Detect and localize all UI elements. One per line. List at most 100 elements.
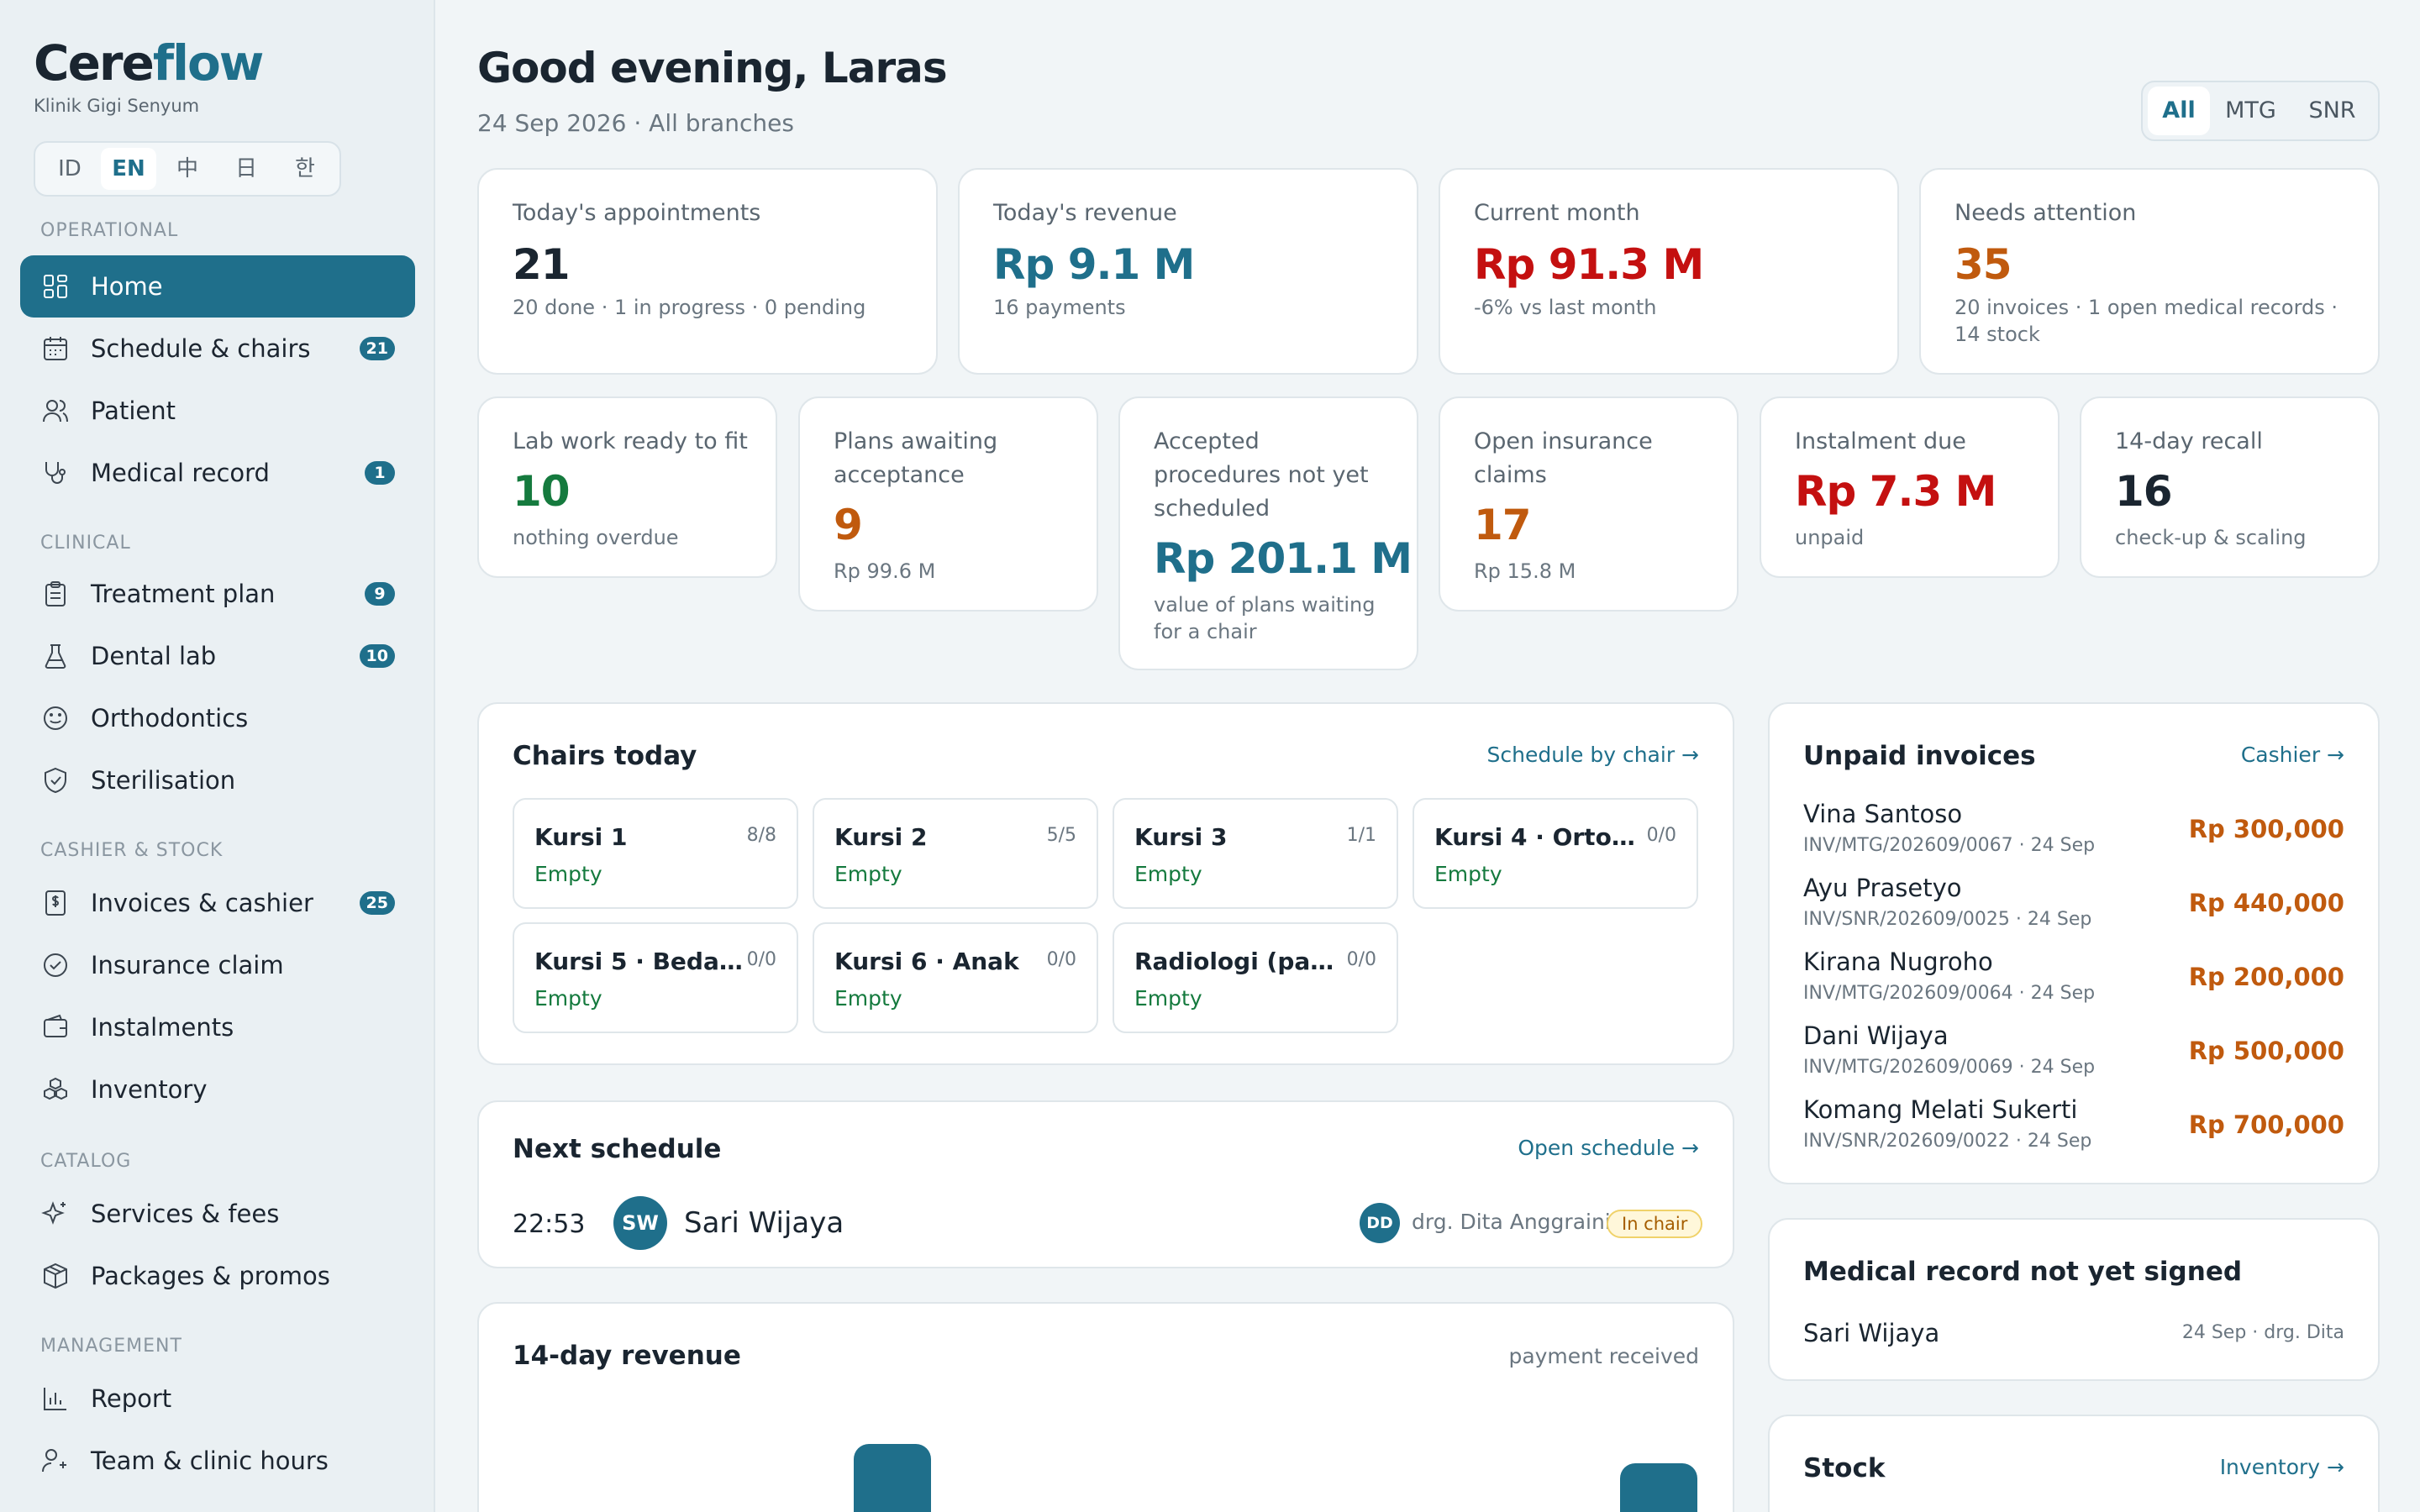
chair-count: 0/0 bbox=[1646, 825, 1676, 846]
invoice-ref: INV/SNR/202609/0025 · 24 Sep bbox=[1803, 909, 2092, 930]
sidebar-item-report[interactable]: Report bbox=[20, 1368, 415, 1430]
stat-card[interactable]: Needs attention 35 20 invoices · 1 open me… bbox=[1919, 168, 2380, 375]
stat-label: Accepted procedures not yet scheduled bbox=[1154, 428, 1369, 522]
stat-card[interactable]: Today's appointments 21 20 done · 1 in pro… bbox=[477, 168, 938, 375]
stat-card[interactable]: 14-day recall 16 check-up & scaling bbox=[2080, 396, 2380, 578]
chair-count: 5/5 bbox=[1046, 825, 1076, 846]
sidebar-item-team-clinic-hours[interactable]: Team & clinic hours bbox=[20, 1430, 415, 1492]
stat-label: Today's appointments bbox=[513, 200, 761, 226]
chair-tile[interactable]: Radiologi (panor...0/0 Empty bbox=[1113, 922, 1398, 1033]
stat-card[interactable]: Lab work ready to fit 10 nothing overdue bbox=[477, 396, 777, 578]
sidebar-item-packages-promos[interactable]: Packages & promos bbox=[20, 1245, 415, 1307]
language-option[interactable]: 中 bbox=[176, 156, 198, 181]
sidebar-item-inventory[interactable]: Inventory bbox=[20, 1058, 415, 1121]
invoice-row[interactable]: Komang Melati Sukerti INV/SNR/202609/0022… bbox=[1803, 1095, 2344, 1163]
branch-option[interactable]: MTG bbox=[2225, 97, 2276, 123]
branch-option[interactable]: SNR bbox=[2308, 97, 2356, 123]
stat-value: 16 bbox=[2115, 467, 2173, 516]
unpaid-invoices-card: Unpaid invoices Cashier → Vina Santoso IN… bbox=[1768, 702, 2380, 1184]
invoice-patient: Komang Melati Sukerti bbox=[1803, 1095, 2078, 1124]
stat-label: Lab work ready to fit bbox=[513, 428, 748, 454]
chair-count: 0/0 bbox=[1346, 949, 1376, 970]
language-option[interactable]: EN bbox=[101, 148, 156, 190]
branch-option[interactable]: All bbox=[2148, 87, 2210, 135]
stat-value: Rp 9.1 M bbox=[993, 240, 1195, 289]
chair-name: Kursi 3 bbox=[1134, 823, 1228, 851]
chair-tile[interactable]: Kursi 5 · Bedah & ...0/0 Empty bbox=[513, 922, 798, 1033]
language-option[interactable]: 한 bbox=[295, 156, 315, 181]
chair-name: Kursi 5 · Bedah & ... bbox=[534, 948, 744, 975]
date-subtitle: 24 Sep 2026 · All branches bbox=[477, 109, 794, 137]
stat-card[interactable]: Current month Rp 91.3 M -6% vs last month bbox=[1439, 168, 1899, 375]
sidebar-item-dental-lab[interactable]: Dental lab 10 bbox=[20, 625, 415, 687]
stat-card[interactable]: Plans awaiting acceptance 9 Rp 99.6 M bbox=[798, 396, 1098, 612]
chair-tile[interactable]: Kursi 6 · Anak 0/0 Empty bbox=[813, 922, 1098, 1033]
sidebar-item-services-fees[interactable]: Services & fees bbox=[20, 1183, 415, 1245]
language-switcher: ID EN 中 日 한 bbox=[34, 141, 341, 197]
chair-name: Kursi 6 · Anak bbox=[834, 948, 1019, 975]
chair-status: Empty bbox=[534, 862, 602, 886]
sidebar-item-home[interactable]: Home bbox=[20, 255, 415, 318]
invoice-ref: INV/SNR/202609/0022 · 24 Sep bbox=[1803, 1131, 2092, 1152]
sidebar-item-label: Packages & promos bbox=[91, 1262, 330, 1290]
stat-card[interactable]: Instalment due Rp 7.3 M unpaid bbox=[1760, 396, 2060, 578]
chair-count: 0/0 bbox=[1046, 949, 1076, 970]
revenue-title: 14-day revenue bbox=[513, 1341, 741, 1371]
cashier-link[interactable]: Cashier → bbox=[2240, 743, 2344, 767]
app-logo[interactable]: Cereflow bbox=[34, 34, 264, 92]
inventory-link[interactable]: Inventory → bbox=[2219, 1455, 2344, 1479]
invoice-row[interactable]: Kirana Nugroho INV/MTG/202609/0064 · 24 S… bbox=[1803, 948, 2344, 1015]
bar-chart-icon bbox=[40, 1383, 71, 1414]
unsigned-patient[interactable]: Sari Wijaya bbox=[1803, 1319, 1940, 1347]
chair-status: Empty bbox=[1434, 862, 1502, 886]
stat-card[interactable]: Accepted procedures not yet scheduled Rp … bbox=[1118, 396, 1418, 670]
revenue-card: 14-day revenue payment received bbox=[477, 1302, 1734, 1512]
sidebar-item-instalments[interactable]: Instalments bbox=[20, 996, 415, 1058]
invoice-ref: INV/MTG/202609/0067 · 24 Sep bbox=[1803, 835, 2096, 856]
chair-status: Empty bbox=[534, 986, 602, 1011]
invoice-row[interactable]: Ayu Prasetyo INV/SNR/202609/0025 · 24 Sep… bbox=[1803, 874, 2344, 941]
stethoscope-icon bbox=[40, 458, 71, 488]
patient-name[interactable]: Sari Wijaya bbox=[684, 1206, 844, 1240]
stat-subtext: check-up & scaling bbox=[2115, 526, 2307, 549]
chair-name: Radiologi (panor... bbox=[1134, 948, 1344, 975]
invoice-row[interactable]: Dani Wijaya INV/MTG/202609/0069 · 24 Sep R… bbox=[1803, 1021, 2344, 1089]
stat-subtext: Rp 15.8 M bbox=[1474, 559, 1576, 583]
open-schedule-link[interactable]: Open schedule → bbox=[1518, 1136, 1699, 1160]
sidebar-item-sterilisation[interactable]: Sterilisation bbox=[20, 749, 415, 811]
unsigned-title: Medical record not yet signed bbox=[1803, 1257, 2243, 1287]
language-option[interactable]: ID bbox=[58, 156, 82, 181]
chair-count: 1/1 bbox=[1346, 825, 1376, 846]
sidebar-item-schedule-chairs[interactable]: Schedule & chairs 21 bbox=[20, 318, 415, 380]
chair-tile[interactable]: Kursi 3 1/1 Empty bbox=[1113, 798, 1398, 909]
invoice-amount: Rp 700,000 bbox=[2188, 1110, 2344, 1139]
sidebar-item-label: Medical record bbox=[91, 459, 270, 487]
sidebar-item-patient[interactable]: Patient bbox=[20, 380, 415, 442]
sidebar-item-label: Invoices & cashier bbox=[91, 889, 313, 917]
stock-card: Stock Inventory → bbox=[1768, 1415, 2380, 1512]
stat-subtext: 20 done · 1 in progress · 0 pending bbox=[513, 296, 866, 319]
sidebar-item-orthodontics[interactable]: Orthodontics bbox=[20, 687, 415, 749]
schedule-by-chair-link[interactable]: Schedule by chair → bbox=[1486, 743, 1699, 767]
stat-card[interactable]: Open insurance claims 17 Rp 15.8 M bbox=[1439, 396, 1739, 612]
sidebar-item-medical-record[interactable]: Medical record 1 bbox=[20, 442, 415, 504]
sidebar-item-label: Schedule & chairs bbox=[91, 334, 311, 363]
calendar-icon bbox=[40, 333, 71, 364]
invoice-row[interactable]: Vina Santoso INV/MTG/202609/0067 · 24 Sep… bbox=[1803, 800, 2344, 867]
language-option[interactable]: 日 bbox=[234, 156, 257, 181]
sidebar-item-treatment-plan[interactable]: Treatment plan 9 bbox=[20, 563, 415, 625]
boxes-icon bbox=[40, 1074, 71, 1105]
chair-tile[interactable]: Kursi 4 · Ortodonti0/0 Empty bbox=[1413, 798, 1698, 909]
stat-value: 10 bbox=[513, 467, 571, 516]
invoice-ref: INV/MTG/202609/0069 · 24 Sep bbox=[1803, 1057, 2096, 1078]
stat-label: Today's revenue bbox=[993, 200, 1177, 226]
sidebar-item-insurance-claim[interactable]: Insurance claim bbox=[20, 934, 415, 996]
chair-tile[interactable]: Kursi 1 8/8 Empty bbox=[513, 798, 798, 909]
stat-label: 14-day recall bbox=[2115, 428, 2263, 454]
sidebar-item-invoices-cashier[interactable]: Invoices & cashier 25 bbox=[20, 872, 415, 934]
section-catalog: CATALOG bbox=[40, 1151, 132, 1172]
stat-card[interactable]: Today's revenue Rp 9.1 M 16 payments bbox=[958, 168, 1418, 375]
team-icon bbox=[40, 1446, 71, 1476]
receipt-icon bbox=[40, 888, 71, 918]
chair-tile[interactable]: Kursi 2 5/5 Empty bbox=[813, 798, 1098, 909]
